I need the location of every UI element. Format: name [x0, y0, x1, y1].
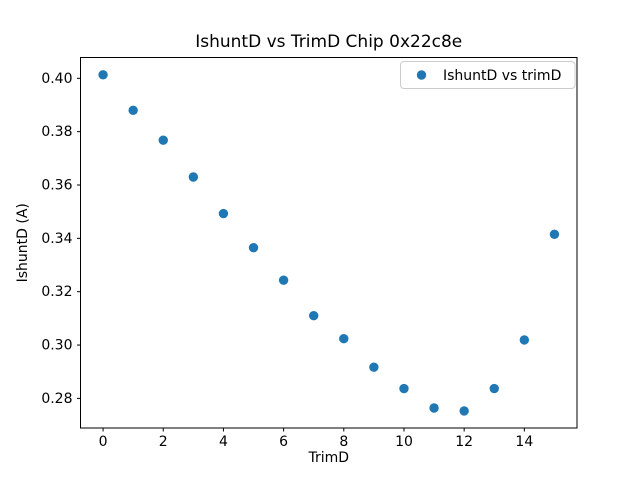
legend-frame [400, 61, 576, 89]
y-tick-label: 0.28 [41, 391, 72, 407]
chart-title: IshuntD vs TrimD Chip 0x22c8e [195, 32, 462, 52]
y-tick-label: 0.38 [41, 124, 72, 140]
data-point [429, 403, 439, 413]
data-point [309, 311, 319, 321]
data-point [248, 242, 259, 253]
y-axis-label: IshuntD (A) [15, 203, 31, 282]
y-tick-label: 0.36 [41, 178, 72, 194]
data-point [98, 70, 108, 80]
data-point [489, 383, 499, 394]
y-tick-label: 0.40 [41, 71, 72, 87]
x-tick-label: 2 [159, 434, 168, 450]
data-point [549, 229, 560, 240]
y-tick-label: 0.32 [41, 284, 72, 300]
scatter-points [98, 70, 560, 416]
y-tick-label: 0.34 [41, 231, 72, 247]
y-tick-label: 0.30 [41, 338, 72, 354]
x-tick-label: 6 [279, 434, 288, 450]
x-tick-label: 8 [339, 434, 348, 450]
axes-frame [80, 57, 578, 429]
x-tick-label: 14 [515, 434, 533, 450]
data-point [459, 406, 469, 416]
x-tick-label: 4 [219, 434, 228, 450]
data-point [339, 333, 349, 344]
x-axis-ticks: 0 2 4 6 8 10 12 14 [99, 428, 533, 450]
data-point [369, 362, 379, 372]
x-tick-label: 10 [395, 434, 413, 450]
data-point [399, 383, 409, 394]
legend-entry-label: IshuntD vs trimD [443, 68, 561, 84]
data-point [218, 208, 229, 219]
x-axis-label: TrimD [307, 450, 349, 466]
x-tick-label: 12 [455, 434, 473, 450]
data-point [278, 275, 289, 285]
data-point [128, 105, 138, 116]
legend-marker-icon [416, 70, 427, 80]
data-point [519, 335, 530, 345]
y-axis-ticks: 0.28 0.30 0.32 0.34 0.36 0.38 0.40 [41, 71, 81, 407]
legend: IshuntD vs trimD [400, 61, 576, 89]
data-point [188, 172, 199, 182]
x-tick-label: 0 [99, 434, 108, 450]
data-point [158, 135, 168, 145]
